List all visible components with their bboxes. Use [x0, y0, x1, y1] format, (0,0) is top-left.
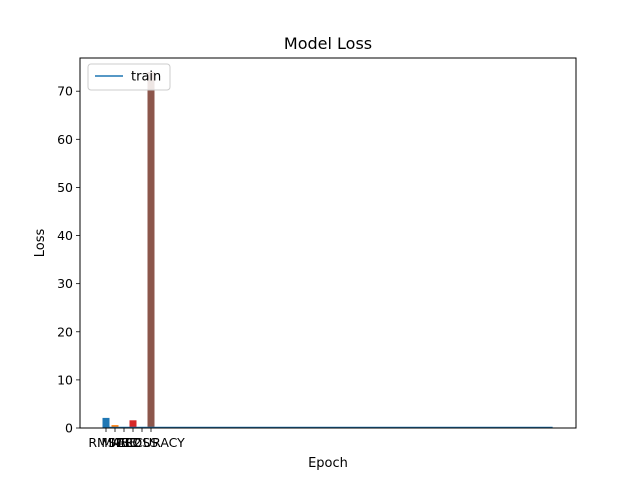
bar-mae [111, 425, 119, 428]
y-tick-label: 40 [57, 228, 73, 243]
y-tick-label: 50 [57, 180, 73, 195]
legend-entry-train: train [131, 70, 161, 85]
y-tick-label: 60 [57, 132, 73, 147]
x-axis-label: Epoch [308, 456, 348, 471]
x-tick-label: LOSS [126, 435, 158, 450]
x-tick-label: RMSE [88, 435, 123, 450]
chart-title: Model Loss [284, 34, 372, 53]
y-tick-label: 0 [65, 421, 73, 436]
y-tick-label: 10 [57, 372, 73, 387]
y-axis-label: Loss [33, 229, 48, 258]
y-tick-label: 70 [57, 84, 73, 99]
y-tick-label: 30 [57, 276, 73, 291]
y-tick-label: 20 [57, 324, 73, 339]
legend: train [87, 63, 171, 91]
x-tick-label: ACCURACY [117, 435, 185, 450]
legend-box [87, 63, 171, 91]
x-tick-label: MAE [101, 435, 128, 450]
bar-accuracy [147, 71, 155, 428]
bar-r2 [129, 420, 137, 428]
plot-frame [79, 57, 577, 429]
y-axis: 0 10 20 30 40 50 60 70 [57, 84, 80, 436]
x-tick-label: MSE [111, 435, 138, 450]
bar-rmse [102, 417, 110, 428]
x-tick-label: R2 [125, 435, 142, 450]
